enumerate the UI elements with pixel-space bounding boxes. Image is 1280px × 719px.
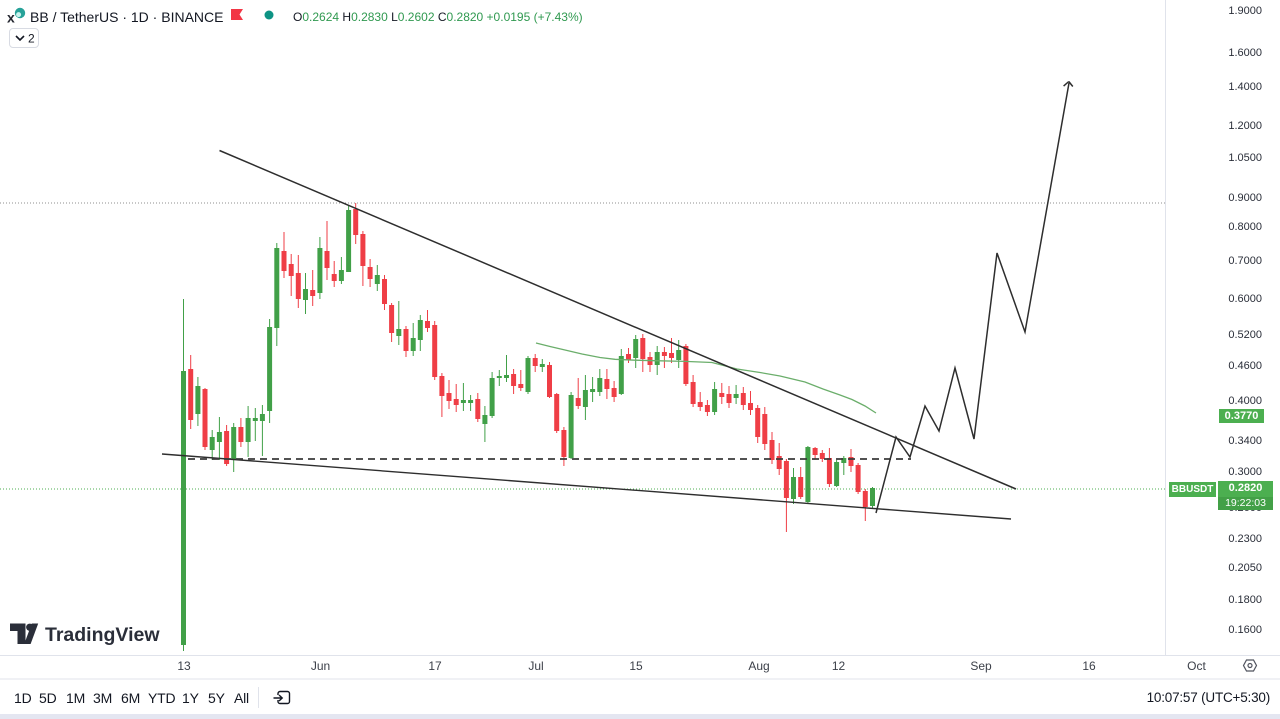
svg-text:2: 2 (28, 32, 35, 46)
svg-text:x: x (7, 10, 15, 26)
